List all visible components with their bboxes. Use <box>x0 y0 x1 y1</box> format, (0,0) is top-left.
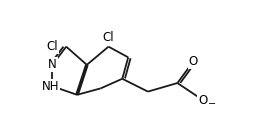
Text: N: N <box>48 58 57 71</box>
Text: −: − <box>208 99 216 109</box>
Text: O: O <box>188 55 198 68</box>
Text: O: O <box>198 94 208 107</box>
Text: Cl: Cl <box>46 40 58 53</box>
Text: Cl: Cl <box>103 31 114 44</box>
Text: NH: NH <box>42 80 59 93</box>
